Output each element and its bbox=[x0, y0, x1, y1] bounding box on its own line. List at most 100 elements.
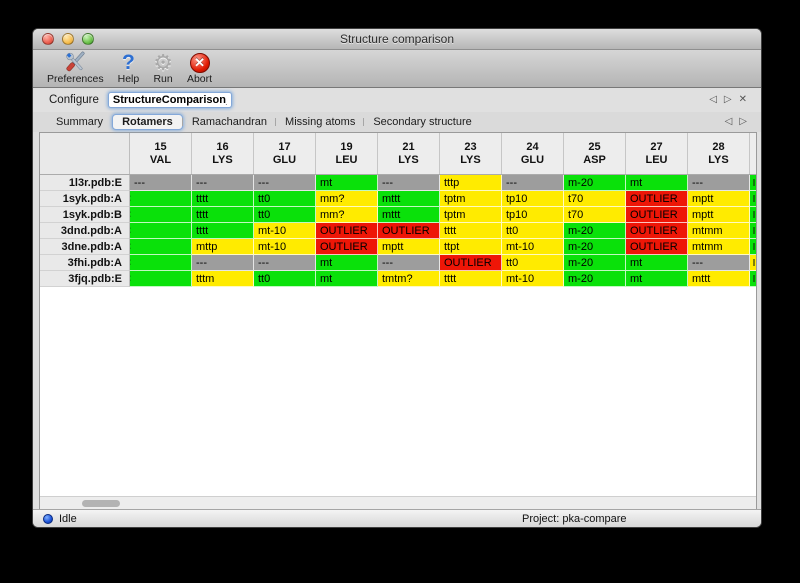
rotamer-cell[interactable]: mptt bbox=[688, 191, 750, 207]
row-label[interactable]: 3fjq.pdb:E bbox=[40, 271, 130, 287]
rotamer-cell[interactable]: tttt bbox=[440, 223, 502, 239]
rotamer-cell[interactable]: tp10 bbox=[502, 207, 564, 223]
rotamer-cell[interactable]: m-20 bbox=[564, 255, 626, 271]
minimize-window-button[interactable] bbox=[62, 33, 74, 45]
rotamer-cell[interactable]: mm? bbox=[316, 207, 378, 223]
tab-ramachandran[interactable]: Ramachandran bbox=[181, 115, 276, 129]
rotamer-cell[interactable]: : bbox=[130, 223, 192, 239]
rotamer-cell[interactable]: OUTLIER bbox=[440, 255, 502, 271]
rotamer-cell[interactable]: : bbox=[130, 207, 192, 223]
row-label[interactable]: 1l3r.pdb:E bbox=[40, 175, 130, 191]
rotamer-cell[interactable]: mt-10 bbox=[502, 239, 564, 255]
row-label[interactable]: 3dnd.pdb:A bbox=[40, 223, 130, 239]
tab-summary[interactable]: Summary bbox=[56, 116, 104, 128]
rotamer-cell[interactable]: tttt bbox=[192, 223, 254, 239]
rotamer-cell[interactable]: OUTLIER bbox=[626, 191, 688, 207]
rotamer-cell[interactable]: mt bbox=[626, 175, 688, 191]
rotamer-cell[interactable]: mtmm bbox=[688, 223, 750, 239]
rotamer-cell[interactable]: m-20 bbox=[564, 223, 626, 239]
rotamer-cell[interactable]: --- bbox=[130, 175, 192, 191]
rotamer-cell[interactable]: OUTLIER bbox=[316, 239, 378, 255]
rotamer-cell[interactable]: : bbox=[130, 271, 192, 287]
overflow-cell[interactable] bbox=[750, 175, 756, 191]
rotamer-cell[interactable]: mt bbox=[316, 175, 378, 191]
rotamer-cell[interactable]: t70 bbox=[564, 191, 626, 207]
overflow-cell[interactable] bbox=[750, 239, 756, 255]
rotamer-cell[interactable]: : bbox=[130, 191, 192, 207]
rotamer-cell[interactable]: m-20 bbox=[564, 271, 626, 287]
horizontal-scrollbar-thumb[interactable] bbox=[82, 500, 120, 507]
rotamer-cell[interactable]: : bbox=[130, 255, 192, 271]
rotamer-cell[interactable]: mttp bbox=[192, 239, 254, 255]
help-button[interactable]: ? Help bbox=[118, 51, 140, 85]
rotamer-cell[interactable]: mt-10 bbox=[254, 239, 316, 255]
tab-missing-atoms[interactable]: Missing atoms bbox=[275, 115, 364, 129]
rotamer-cell[interactable]: mptt bbox=[378, 239, 440, 255]
rotamer-cell[interactable]: OUTLIER bbox=[378, 223, 440, 239]
title-bar[interactable]: Structure comparison bbox=[33, 29, 761, 50]
rotamer-cell[interactable]: m-20 bbox=[564, 175, 626, 191]
rotamer-cell[interactable]: tmtm? bbox=[378, 271, 440, 287]
rotamer-cell[interactable]: tt0 bbox=[254, 191, 316, 207]
rotamer-cell[interactable]: --- bbox=[378, 255, 440, 271]
rotamer-cell[interactable]: --- bbox=[254, 175, 316, 191]
overflow-cell[interactable] bbox=[750, 223, 756, 239]
job-close-icon[interactable]: ✕ bbox=[738, 94, 747, 105]
row-label[interactable]: 3fhi.pdb:A bbox=[40, 255, 130, 271]
rotamer-cell[interactable]: --- bbox=[378, 175, 440, 191]
job-prev-arrow-icon[interactable]: ◁ bbox=[709, 94, 717, 105]
rotamer-cell[interactable]: t70 bbox=[564, 207, 626, 223]
rotamer-cell[interactable]: tttt bbox=[192, 207, 254, 223]
zoom-window-button[interactable] bbox=[82, 33, 94, 45]
tab-prev-arrow-icon[interactable]: ◁ bbox=[724, 116, 733, 127]
rotamer-cell[interactable]: tttt bbox=[192, 191, 254, 207]
configure-name-input[interactable] bbox=[107, 92, 232, 108]
rotamer-cell[interactable]: mt bbox=[316, 271, 378, 287]
tab-secondary-structure[interactable]: Secondary structure bbox=[363, 115, 480, 129]
rotamer-cell[interactable]: mtmm bbox=[688, 239, 750, 255]
rotamer-cell[interactable]: mt-10 bbox=[502, 271, 564, 287]
rotamer-cell[interactable]: OUTLIER bbox=[626, 223, 688, 239]
row-label[interactable]: 3dne.pdb:A bbox=[40, 239, 130, 255]
row-label[interactable]: 1syk.pdb:B bbox=[40, 207, 130, 223]
rotamer-cell[interactable]: OUTLIER bbox=[626, 207, 688, 223]
rotamer-cell[interactable]: OUTLIER bbox=[626, 239, 688, 255]
horizontal-scrollbar[interactable] bbox=[40, 496, 756, 509]
rotamer-cell[interactable]: mt bbox=[626, 255, 688, 271]
rotamer-cell[interactable]: tt0 bbox=[502, 255, 564, 271]
rotamer-cell[interactable]: tt0 bbox=[254, 207, 316, 223]
overflow-cell[interactable] bbox=[750, 271, 756, 287]
job-next-arrow-icon[interactable]: ▷ bbox=[723, 94, 732, 105]
rotamer-cell[interactable]: mttt bbox=[378, 191, 440, 207]
overflow-cell[interactable] bbox=[750, 207, 756, 223]
rotamer-cell[interactable]: OUTLIER bbox=[316, 223, 378, 239]
tab-rotamers[interactable]: Rotamers bbox=[112, 114, 183, 130]
rotamer-cell[interactable]: tt0 bbox=[502, 223, 564, 239]
rotamer-cell[interactable]: --- bbox=[688, 255, 750, 271]
rotamer-cell[interactable]: --- bbox=[254, 255, 316, 271]
rotamer-cell[interactable]: --- bbox=[502, 175, 564, 191]
abort-button[interactable]: ✕ Abort bbox=[187, 51, 212, 85]
rotamer-cell[interactable]: --- bbox=[192, 255, 254, 271]
rotamer-cell[interactable]: ttpt bbox=[440, 239, 502, 255]
rotamer-cell[interactable]: mm? bbox=[316, 191, 378, 207]
rotamer-cell[interactable]: m-20 bbox=[564, 239, 626, 255]
rotamer-cell[interactable]: --- bbox=[192, 175, 254, 191]
overflow-cell[interactable] bbox=[750, 191, 756, 207]
rotamer-cell[interactable]: mt bbox=[626, 271, 688, 287]
tab-next-arrow-icon[interactable]: ▷ bbox=[739, 116, 747, 127]
rotamer-cell[interactable]: --- bbox=[688, 175, 750, 191]
row-label[interactable]: 1syk.pdb:A bbox=[40, 191, 130, 207]
rotamer-cell[interactable]: tttp bbox=[440, 175, 502, 191]
rotamer-cell[interactable]: mttt bbox=[378, 207, 440, 223]
rotamer-cell[interactable]: mptt bbox=[688, 207, 750, 223]
rotamer-cell[interactable]: tptm bbox=[440, 191, 502, 207]
rotamer-cell[interactable]: tttt bbox=[440, 271, 502, 287]
rotamer-cell[interactable]: mt-10 bbox=[254, 223, 316, 239]
rotamer-cell[interactable]: mt bbox=[316, 255, 378, 271]
rotamer-cell[interactable]: tp10 bbox=[502, 191, 564, 207]
close-window-button[interactable] bbox=[42, 33, 54, 45]
rotamer-cell[interactable]: tptm bbox=[440, 207, 502, 223]
rotamer-cell[interactable]: mttt bbox=[688, 271, 750, 287]
run-button[interactable]: ⚙ Run bbox=[153, 51, 173, 85]
